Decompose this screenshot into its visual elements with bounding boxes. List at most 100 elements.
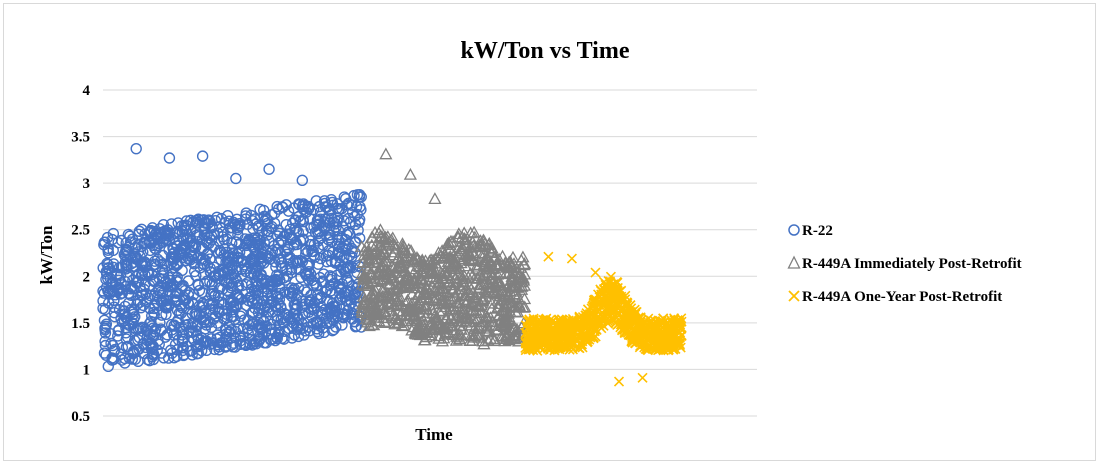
data-point (184, 345, 196, 357)
data-point (380, 272, 394, 285)
data-point (140, 325, 153, 337)
data-point (155, 324, 167, 337)
data-point (177, 279, 189, 292)
data-point (188, 265, 201, 278)
data-point (295, 271, 307, 283)
data-point (185, 250, 197, 263)
data-point (119, 300, 131, 313)
data-point (447, 328, 461, 341)
data-point (290, 257, 302, 269)
data-point (129, 311, 141, 323)
data-point (147, 348, 160, 360)
data-point (240, 213, 252, 225)
data-point (399, 308, 413, 321)
data-point (613, 307, 624, 318)
legend-marker (788, 290, 800, 302)
data-point (119, 275, 131, 288)
data-point (99, 327, 112, 339)
data-point (399, 297, 413, 310)
data-point (399, 272, 413, 285)
data-point (297, 213, 309, 226)
data-point (658, 317, 669, 328)
data-point (622, 308, 633, 319)
data-point (177, 333, 189, 345)
data-point (543, 341, 554, 352)
data-point (336, 319, 348, 331)
data-point (203, 232, 216, 244)
data-point (120, 327, 132, 339)
data-point (515, 279, 529, 292)
data-point (192, 333, 205, 346)
data-point (339, 266, 351, 278)
data-point (285, 233, 298, 246)
data-point (388, 317, 402, 330)
data-point (432, 329, 446, 342)
data-point (373, 223, 388, 236)
data-point (119, 256, 132, 268)
data-point (204, 215, 216, 228)
data-point (99, 322, 111, 334)
data-point (373, 260, 387, 273)
data-point (528, 313, 539, 324)
data-point (454, 256, 468, 269)
data-point (279, 246, 292, 258)
data-point (253, 330, 266, 342)
data-point (599, 285, 610, 296)
data-point (483, 331, 497, 344)
data-point (103, 261, 115, 274)
data-point (309, 251, 321, 263)
data-point (243, 233, 255, 246)
data-point (418, 309, 432, 322)
data-point (199, 277, 211, 289)
data-point (340, 309, 353, 321)
data-point (476, 294, 490, 307)
data-point (186, 239, 198, 252)
data-point (500, 310, 514, 323)
data-point (297, 233, 309, 245)
data-point (651, 329, 662, 340)
data-point (235, 254, 247, 266)
legend-marker (787, 255, 801, 269)
data-point (288, 202, 300, 214)
data-point (415, 255, 429, 268)
data-point (156, 287, 169, 300)
data-point (210, 269, 222, 282)
y-tick-label: 0.5 (71, 409, 90, 425)
data-point (102, 247, 115, 259)
data-point (317, 268, 330, 280)
data-point (458, 236, 472, 249)
data-point (451, 250, 465, 263)
data-point (498, 334, 512, 347)
data-point (125, 289, 137, 302)
data-point (300, 269, 313, 282)
data-point (220, 246, 232, 259)
data-point (120, 263, 132, 275)
data-point (297, 198, 310, 210)
data-point (331, 215, 343, 228)
data-point (148, 325, 161, 338)
data-point (503, 321, 517, 334)
data-point (590, 267, 601, 278)
data-point (464, 328, 478, 341)
data-point (258, 204, 270, 217)
data-point (508, 299, 523, 312)
data-point (581, 308, 592, 319)
data-point (124, 283, 137, 295)
data-point (379, 147, 393, 160)
data-point (156, 264, 169, 276)
data-point (448, 271, 462, 284)
data-point (129, 250, 141, 262)
data-point (660, 336, 671, 347)
data-point (283, 322, 295, 335)
data-point (457, 226, 471, 239)
data-point (474, 318, 488, 331)
data-point (230, 264, 243, 277)
data-point (482, 277, 497, 290)
data-point (153, 238, 166, 250)
data-point (105, 278, 117, 290)
legend-label: R-449A One-Year Post-Retrofit (802, 289, 1002, 305)
legend-entry: R-22 (788, 223, 833, 239)
data-point (613, 376, 625, 387)
data-point (493, 265, 508, 278)
